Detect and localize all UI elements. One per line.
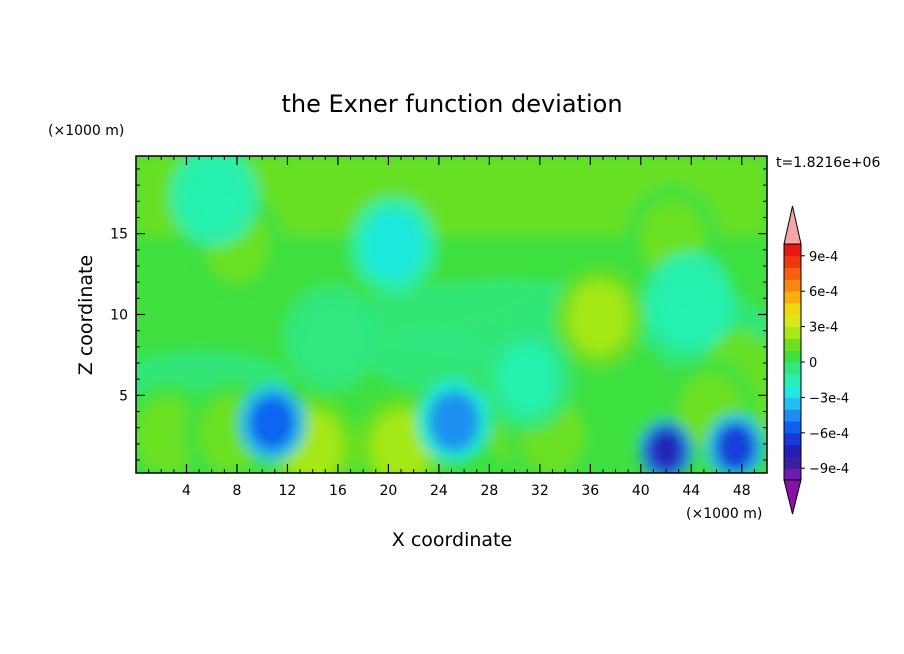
colorbar-tick-label: 6e-4 — [809, 285, 838, 300]
contour-feature — [429, 391, 480, 452]
colorbar-swatch — [784, 279, 801, 292]
contour-feature — [184, 160, 245, 233]
colorbar-swatch — [784, 409, 801, 422]
y-axis-label: Z coordinate — [75, 255, 97, 375]
colorbar-tick-label: −6e-4 — [809, 427, 849, 442]
contour-feature — [299, 300, 364, 378]
contour-feature — [249, 395, 296, 451]
colorbar-swatch — [784, 255, 801, 269]
colorbar-swatch — [784, 373, 801, 387]
colorbar-swatch — [784, 326, 801, 339]
colorbar-swatch — [784, 385, 801, 398]
y-tick-label: 15 — [110, 227, 128, 243]
x-tick-label: 20 — [379, 483, 397, 499]
x-tick-label: 16 — [329, 483, 347, 499]
x-axis-label: X coordinate — [392, 529, 512, 551]
contour-feature — [648, 428, 685, 472]
contour-feature — [496, 341, 559, 417]
colorbar-swatch — [784, 362, 801, 375]
colorbar-swatch — [784, 468, 801, 481]
contour-feature — [715, 423, 756, 472]
y-tick-label: 10 — [110, 308, 128, 324]
colorbar-swatch — [784, 456, 801, 469]
colorbar-swatch — [784, 338, 801, 351]
time-label: t=1.8216e+06 — [776, 155, 880, 171]
colorbar-tick-label: −9e-4 — [809, 462, 849, 477]
colorbar-under-triangle — [783, 479, 802, 515]
colorbar-tick-label: 0 — [809, 356, 817, 371]
colorbar-swatch — [784, 421, 801, 434]
x-tick-label: 28 — [480, 483, 498, 499]
colorbar-swatch — [784, 267, 801, 280]
colorbar-swatch — [784, 314, 801, 328]
y-axis: 5 10 15 — [110, 168, 767, 461]
y-tick-label: 5 — [119, 388, 128, 404]
contour-feature — [136, 397, 200, 473]
x-tick-label: 4 — [182, 483, 191, 499]
x-tick-label: 24 — [430, 483, 448, 499]
colorbar-swatch — [784, 244, 801, 257]
colorbar-swatch — [784, 444, 801, 457]
contour-feature — [588, 352, 655, 432]
x-unit-label: (×1000 m) — [686, 506, 762, 522]
x-tick-label: 8 — [232, 483, 241, 499]
plot-area — [136, 156, 767, 473]
colorbar-over-triangle — [783, 205, 802, 245]
x-tick-label: 48 — [733, 483, 751, 499]
colorbar-swatch — [784, 291, 801, 304]
colorbar-swatch — [784, 397, 801, 410]
colorbar-tick-label: −3e-4 — [809, 391, 849, 406]
x-tick-label: 44 — [682, 483, 700, 499]
x-tick-label: 36 — [581, 483, 599, 499]
contour-feature — [660, 265, 721, 338]
x-tick-label: 32 — [531, 483, 549, 499]
colorbar-swatch — [784, 303, 801, 316]
contour-feature — [371, 411, 432, 473]
y-unit-label: (×1000 m) — [48, 123, 124, 139]
contour-feature — [569, 281, 630, 354]
colorbar-tick-label: 9e-4 — [809, 250, 838, 265]
colorbar-tick-label: 3e-4 — [809, 321, 838, 336]
chart-title: the Exner function deviation — [281, 90, 622, 118]
x-axis: 4 8 12 16 20 24 28 32 36 40 44 48 — [148, 156, 755, 499]
x-tick-label: 12 — [279, 483, 297, 499]
colorbar: 9e-4 6e-4 3e-4 0 −3e-4 −6e-4 −9e-4 — [783, 205, 849, 515]
colorbar-swatch — [784, 432, 801, 446]
contour-field — [136, 156, 767, 473]
contour-feature — [364, 210, 423, 280]
x-tick-label: 40 — [632, 483, 650, 499]
colorbar-swatch — [784, 350, 801, 363]
field-patch — [370, 330, 490, 390]
